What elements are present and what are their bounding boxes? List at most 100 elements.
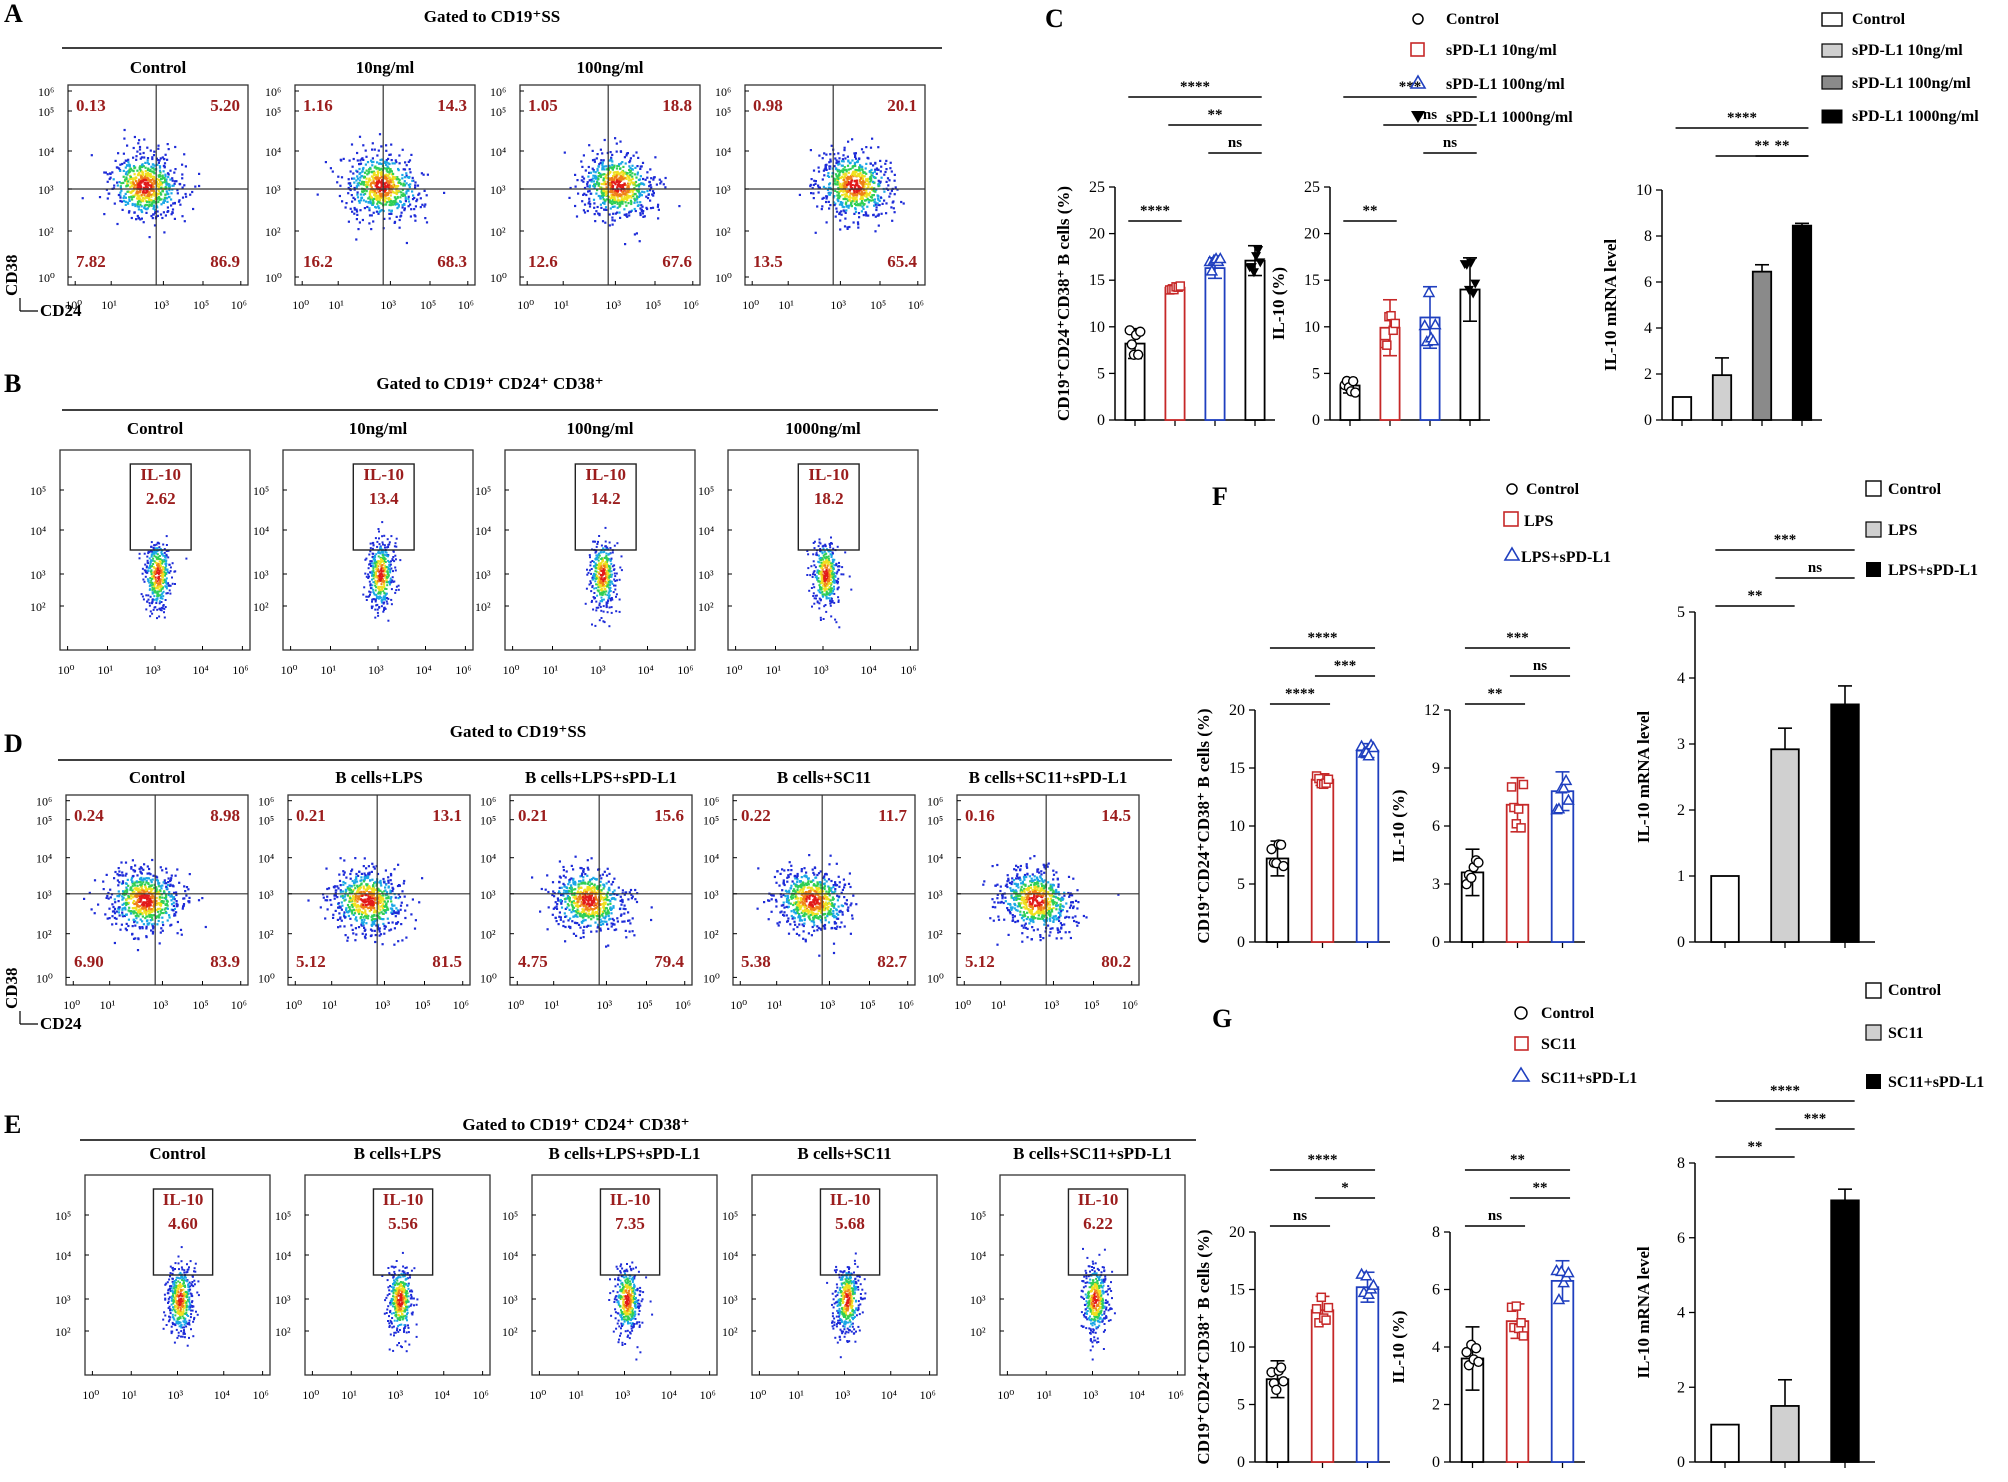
flow-a-plot-1-event: [151, 156, 154, 159]
flow-a-plot-2-event: [401, 177, 404, 180]
flow-a-plot-3-event: [618, 200, 621, 203]
flow-a-plot-3-event: [593, 213, 596, 216]
flow-a-plot-4-event: [868, 183, 871, 186]
flow-b-plot-3-event: [614, 575, 617, 578]
flow-a-plot-1-event: [143, 194, 146, 197]
flow-a-plot-3-event: [619, 202, 622, 205]
flow-b-plot-1-event: [156, 617, 158, 620]
flow-a-plot-4-event: [834, 173, 838, 176]
flow-b-plot-4-event: [827, 555, 830, 558]
flow-d-plot-1-event: [144, 889, 147, 892]
flow-b-plot-4-event: [816, 571, 819, 574]
flow-a-plot-4-event: [880, 212, 883, 215]
flow-a-plot-2-event: [379, 176, 382, 180]
flow-b-plot-4-event: [819, 599, 822, 602]
flow-a-plot-4-event: [825, 200, 828, 204]
flow-a-plot-4-event: [867, 201, 870, 204]
flow-b-plot-1-event: [149, 577, 152, 579]
flow-a-plot-3-event: [650, 186, 653, 189]
flow-a-plot-4-event: [850, 202, 853, 205]
flow-a-plot-4-event: [842, 176, 845, 179]
flow-a-plot-3-event: [641, 161, 645, 164]
flow-b-plot-2-event: [376, 575, 379, 578]
flow-b-plot-4-event: [806, 574, 809, 576]
flow-d-plot-1-event: [158, 889, 161, 892]
flow-a-plot-3-event: [631, 164, 634, 167]
flow-b-plot-2-event: [387, 566, 390, 569]
flow-a-plot-2-event: [351, 177, 354, 180]
flow-a-plot-4-event: [854, 152, 857, 155]
flow-a-plot-4-event: [883, 190, 886, 193]
flow-b-plot-1-event: [158, 602, 161, 605]
flow-b-plot-4-event: [824, 564, 826, 567]
flow-b-plot-4-event: [820, 561, 823, 564]
flow-a-plot-1-event: [140, 176, 143, 179]
flow-d-plot-1-event: [131, 925, 134, 928]
flow-d-plot-1-event: [118, 870, 121, 873]
flow-a-plot-3-event: [605, 186, 608, 189]
flow-a-plot-4-event: [885, 212, 888, 215]
flow-b-plot-2-event: [382, 586, 385, 589]
flow-a-plot-3-event: [631, 189, 634, 193]
flow-b-plot-3-event: [592, 608, 595, 611]
flow-a-plot-1-event: [133, 173, 136, 176]
flow-a-plot-3-event: [619, 177, 622, 180]
flow-a-plot-1-event: [198, 184, 201, 188]
flow-a-plot-3-event: [601, 152, 604, 155]
flow-b-plot-4-event: [820, 563, 823, 566]
flow-b-plot-2-event: [386, 602, 389, 605]
flow-b-plot-1-event: [168, 563, 171, 566]
flow-a-plot-3-event: [618, 178, 621, 181]
flow-a-plot-3-event: [636, 201, 639, 204]
flow-a-plot-3-event: [606, 192, 609, 195]
flow-b-plot-3-event: [613, 572, 616, 575]
flow-a-plot-2-event: [392, 172, 395, 175]
flow-b-plot-2-event: [367, 573, 370, 576]
flow-b-plot-1-event: [155, 602, 158, 604]
flow-a-plot-1-event: [130, 177, 133, 181]
flow-a-plot-2-event: [345, 202, 348, 205]
flow-b-plot-3-event: [613, 584, 615, 587]
flow-b-plot-1-event: [157, 585, 160, 588]
flow-a-plot-1-event: [153, 201, 156, 204]
flow-a-plot-2-event: [373, 188, 376, 192]
flow-b-plot-3-event: [595, 550, 598, 553]
flow-b-plot-4-event: [813, 547, 816, 550]
flow-a-plot-2-event: [383, 187, 386, 190]
flow-b-plot-2-event: [383, 583, 385, 586]
flow-b-plot-2-event: [380, 585, 383, 588]
flow-a-plot-1-event: [153, 224, 157, 227]
flow-b-plot-1-xtick: 10⁴: [193, 663, 209, 677]
flow-d-plot-1-event: [122, 897, 125, 900]
flow-a-plot-4-event: [893, 179, 896, 182]
flow-a-plot-4-event: [849, 192, 852, 195]
flow-a-plot-1-event: [106, 173, 109, 176]
flow-a-plot-3-event: [602, 165, 605, 168]
flow-b-plot-4-event: [825, 569, 828, 572]
flow-b-plot-1-event: [162, 590, 165, 593]
flow-a-plot-4-event: [855, 181, 858, 184]
flow-a-plot-2-event: [407, 189, 410, 192]
flow-b-plot-1-event: [151, 586, 154, 589]
flow-b-plot-2-event: [386, 571, 389, 574]
flow-a-plot-2-event: [394, 159, 397, 162]
flow-b-plot-2-event: [380, 573, 383, 576]
flow-a-plot-1-event: [140, 210, 143, 213]
flow-b-plot-2-event: [386, 572, 389, 575]
flow-a-plot-2-event: [405, 192, 408, 195]
flow-a-plot-4-event: [849, 186, 852, 189]
flow-a-plot-2-event: [356, 159, 359, 162]
flow-a-plot-2-event: [359, 199, 362, 202]
flow-a-plot-4-event: [846, 227, 849, 230]
flow-b-plot-2-event: [369, 560, 372, 563]
flow-b-plot-1-event: [153, 582, 156, 585]
flow-a-plot-4-event: [844, 217, 847, 220]
flow-a-plot-1-event: [198, 172, 201, 175]
flow-b-plot-2-event: [374, 565, 377, 568]
flow-a-plot-2-event: [390, 181, 393, 184]
flow-a-plot-2-event: [389, 153, 392, 156]
flow-a-plot-3-event: [616, 186, 619, 189]
flow-a-plot-1-event: [167, 175, 170, 179]
flow-b-plot-1-event: [151, 577, 153, 580]
flow-a-plot-3-event: [613, 198, 616, 201]
